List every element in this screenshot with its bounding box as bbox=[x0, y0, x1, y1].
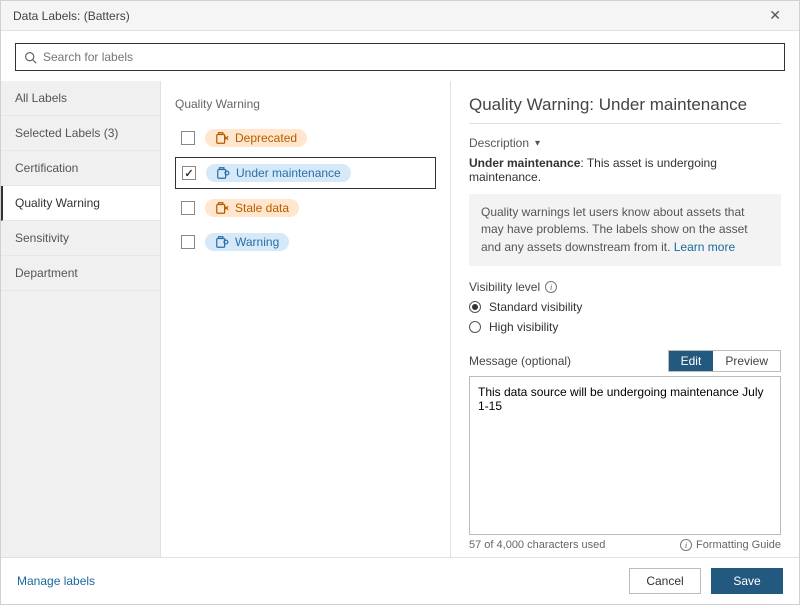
sidebar: All LabelsSelected Labels (3)Certificati… bbox=[1, 81, 161, 557]
message-tabs: Edit Preview bbox=[668, 350, 781, 372]
learn-more-link[interactable]: Learn more bbox=[674, 240, 735, 254]
sidebar-item[interactable]: Department bbox=[1, 256, 160, 291]
search-icon bbox=[24, 51, 37, 64]
dialog-header: Data Labels: (Batters) ✕ bbox=[1, 1, 799, 31]
info-icon: i bbox=[680, 539, 692, 551]
label-icon bbox=[215, 131, 229, 145]
tab-edit[interactable]: Edit bbox=[669, 351, 714, 371]
radio-icon[interactable] bbox=[469, 321, 481, 333]
sidebar-item[interactable]: Selected Labels (3) bbox=[1, 116, 160, 151]
radio-icon[interactable] bbox=[469, 301, 481, 313]
char-count: 57 of 4,000 characters used bbox=[469, 539, 605, 551]
save-button[interactable]: Save bbox=[711, 568, 783, 594]
tab-preview[interactable]: Preview bbox=[713, 351, 780, 371]
label-pill: Warning bbox=[205, 233, 289, 251]
visibility-heading: Visibility level i bbox=[469, 280, 781, 294]
description-term: Under maintenance bbox=[469, 156, 580, 170]
close-icon[interactable]: ✕ bbox=[763, 5, 787, 26]
message-header-row: Message (optional) Edit Preview bbox=[469, 350, 781, 372]
sidebar-item[interactable]: All Labels bbox=[1, 81, 160, 116]
visibility-option-label: High visibility bbox=[489, 320, 558, 334]
visibility-label: Visibility level bbox=[469, 280, 540, 294]
footer-buttons: Cancel Save bbox=[629, 568, 783, 594]
cancel-button[interactable]: Cancel bbox=[629, 568, 701, 594]
manage-labels-link[interactable]: Manage labels bbox=[17, 574, 95, 588]
sidebar-item[interactable]: Certification bbox=[1, 151, 160, 186]
search-input[interactable] bbox=[43, 50, 776, 64]
formatting-guide-link[interactable]: i Formatting Guide bbox=[680, 539, 781, 551]
sidebar-item[interactable]: Sensitivity bbox=[1, 221, 160, 256]
sidebar-item[interactable]: Quality Warning bbox=[1, 186, 160, 221]
details-panel: Quality Warning: Under maintenance Descr… bbox=[451, 81, 799, 557]
message-label: Message (optional) bbox=[469, 354, 571, 368]
visibility-option[interactable]: High visibility bbox=[469, 320, 781, 334]
search-row bbox=[1, 31, 799, 81]
char-row: 57 of 4,000 characters used i Formatting… bbox=[469, 539, 781, 557]
label-row[interactable]: Deprecated bbox=[175, 123, 436, 153]
label-row[interactable]: Stale data bbox=[175, 193, 436, 223]
checkbox[interactable] bbox=[181, 131, 195, 145]
description-text: Under maintenance: This asset is undergo… bbox=[469, 156, 781, 184]
info-icon[interactable]: i bbox=[545, 281, 557, 293]
label-icon bbox=[215, 201, 229, 215]
labels-panel-heading: Quality Warning bbox=[175, 97, 436, 111]
label-row[interactable]: Under maintenance bbox=[175, 157, 436, 189]
label-pill: Deprecated bbox=[205, 129, 307, 147]
description-label: Description bbox=[469, 136, 529, 150]
visibility-option-label: Standard visibility bbox=[489, 300, 582, 314]
dialog-footer: Manage labels Cancel Save bbox=[1, 557, 799, 604]
search-box[interactable] bbox=[15, 43, 785, 71]
message-textarea[interactable] bbox=[469, 376, 781, 535]
dialog-body: All LabelsSelected Labels (3)Certificati… bbox=[1, 81, 799, 557]
label-pill: Under maintenance bbox=[206, 164, 351, 182]
description-toggle[interactable]: Description ▾ bbox=[469, 136, 781, 150]
labels-panel: Quality Warning Deprecated Under maintena… bbox=[161, 81, 451, 557]
label-row[interactable]: Warning bbox=[175, 227, 436, 257]
chevron-down-icon: ▾ bbox=[535, 138, 540, 149]
checkbox[interactable] bbox=[181, 235, 195, 249]
dialog-title: Data Labels: (Batters) bbox=[13, 9, 130, 23]
formatting-guide-text: Formatting Guide bbox=[696, 539, 781, 551]
visibility-option[interactable]: Standard visibility bbox=[469, 300, 781, 314]
label-icon bbox=[216, 166, 230, 180]
label-pill: Stale data bbox=[205, 199, 299, 217]
info-box: Quality warnings let users know about as… bbox=[469, 194, 781, 266]
details-title: Quality Warning: Under maintenance bbox=[469, 95, 781, 124]
checkbox[interactable] bbox=[181, 201, 195, 215]
label-icon bbox=[215, 235, 229, 249]
checkbox[interactable] bbox=[182, 166, 196, 180]
